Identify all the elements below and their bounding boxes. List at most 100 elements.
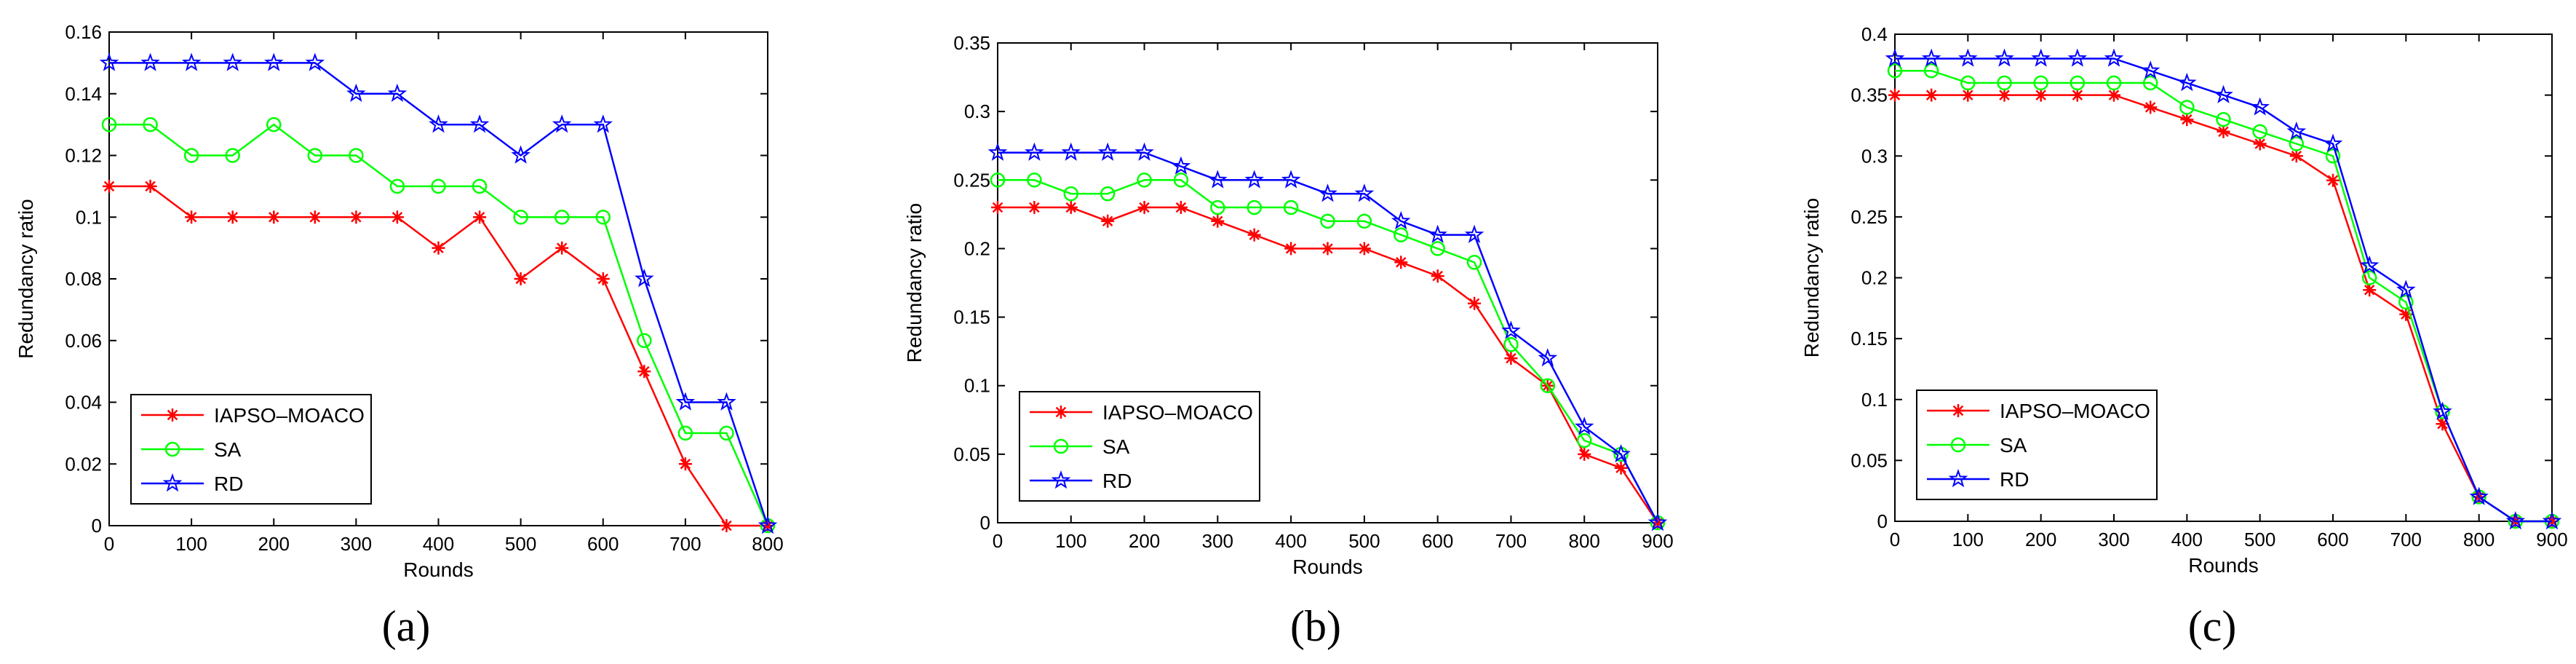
data-point	[1061, 142, 1081, 161]
data-point	[264, 52, 284, 71]
x-tick-label: 900	[1642, 530, 1673, 552]
x-tick-label: 400	[1275, 530, 1306, 552]
series-group	[99, 52, 778, 534]
y-tick-label: 0.06	[65, 330, 102, 352]
data-point	[511, 145, 530, 164]
data-point	[2250, 97, 2270, 116]
data-point	[1578, 447, 1591, 461]
data-point	[1171, 156, 1191, 175]
x-tick-label: 500	[1348, 530, 1380, 552]
panel-label: (b)	[1290, 602, 1341, 650]
data-point	[595, 210, 611, 225]
data-point	[555, 241, 569, 255]
series-group	[987, 142, 1668, 531]
x-tick-label: 700	[2390, 529, 2422, 550]
data-point	[2216, 111, 2231, 127]
y-tick-label: 0.05	[953, 443, 990, 465]
data-point	[720, 519, 734, 532]
data-point	[143, 179, 157, 193]
data-point	[2033, 75, 2048, 91]
x-tick-label: 300	[2098, 529, 2129, 550]
legend-entry: SA	[1102, 435, 1130, 458]
data-point	[1100, 186, 1116, 202]
data-point	[1960, 75, 1976, 91]
data-point	[1923, 63, 1939, 79]
data-point	[1281, 170, 1301, 189]
data-point	[99, 52, 119, 71]
data-point	[1538, 348, 1558, 367]
legend-entry: SA	[2000, 434, 2027, 456]
data-point	[2107, 88, 2120, 102]
data-point	[472, 178, 488, 194]
legend-entry: SA	[214, 438, 242, 461]
data-point	[2034, 88, 2048, 102]
legend-entry: IAPSO–MOACO	[214, 404, 365, 427]
data-point	[637, 365, 651, 379]
data-point	[675, 392, 696, 411]
y-tick-label: 0.12	[65, 145, 102, 167]
y-tick-label: 0.05	[1850, 449, 1888, 471]
data-point	[390, 210, 404, 224]
data-point	[1885, 48, 1905, 67]
data-point	[2398, 294, 2414, 310]
data-point	[1356, 213, 1372, 229]
legend-entry: RD	[214, 473, 243, 495]
x-axis-label: Rounds	[403, 558, 474, 581]
data-point	[2286, 121, 2307, 141]
data-point	[103, 179, 116, 193]
y-tick-label: 0.35	[1850, 84, 1888, 106]
data-point	[2252, 124, 2267, 140]
data-point	[2505, 511, 2526, 530]
data-point	[2436, 417, 2449, 431]
data-point	[554, 210, 570, 225]
data-point	[2363, 283, 2377, 297]
data-point	[2106, 75, 2122, 91]
data-point	[1357, 242, 1371, 256]
data-point	[2326, 173, 2340, 187]
data-point	[432, 241, 445, 255]
data-point	[1137, 173, 1152, 188]
data-point	[225, 148, 240, 163]
data-point	[1997, 88, 2011, 102]
data-point	[1504, 352, 1518, 365]
data-point	[267, 210, 281, 224]
chart-panel: 0 100 200 300 400 500 600 700 800 0 0.02 0.04 0.06 0.…	[15, 21, 784, 650]
y-tick-label: 0.16	[65, 21, 102, 43]
data-point	[1997, 75, 2012, 91]
data-point	[183, 148, 199, 163]
x-tick-label: 100	[175, 533, 207, 555]
data-point	[1614, 461, 1628, 475]
y-tick-label: 0.25	[1850, 206, 1888, 228]
series-line	[998, 179, 1659, 523]
y-tick-label: 0.15	[953, 307, 990, 328]
legend-marker	[1950, 437, 1966, 453]
x-tick-label: 0	[1890, 529, 1900, 550]
data-point	[1466, 255, 1482, 270]
data-point	[1354, 183, 1375, 202]
data-point	[2217, 125, 2230, 138]
data-point	[349, 210, 363, 224]
x-axis-label: Rounds	[1292, 556, 1363, 578]
data-point	[429, 114, 448, 133]
y-tick-label: 0.3	[964, 100, 990, 122]
y-tick-label: 0	[980, 512, 990, 534]
legend-marker	[164, 441, 180, 457]
data-point	[1244, 170, 1264, 189]
y-tick-label: 0.1	[964, 375, 990, 397]
series-line	[109, 62, 769, 526]
data-point	[2399, 307, 2413, 321]
data-point	[1995, 48, 2014, 67]
data-point	[677, 425, 693, 441]
data-point	[2070, 75, 2086, 91]
data-point	[349, 148, 364, 163]
data-point	[991, 200, 1004, 214]
x-tick-label: 800	[2463, 529, 2494, 550]
x-tick-label: 400	[423, 533, 454, 555]
series-group	[103, 179, 774, 532]
data-point	[307, 148, 323, 163]
data-point	[1211, 214, 1225, 228]
data-point	[2214, 84, 2233, 103]
data-point	[1097, 142, 1118, 161]
x-tick-label: 600	[2317, 529, 2348, 550]
